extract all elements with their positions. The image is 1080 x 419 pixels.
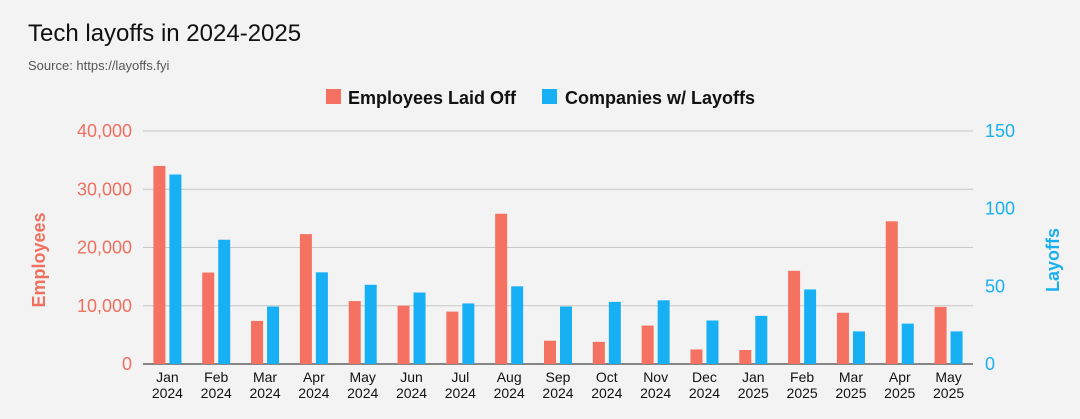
x-tick-label-month: Nov bbox=[643, 369, 668, 385]
bar-companies bbox=[901, 323, 914, 364]
x-tick-label-year: 2024 bbox=[542, 385, 573, 401]
right-tick-label: 0 bbox=[985, 354, 995, 374]
bar-companies bbox=[218, 239, 231, 364]
legend-label-companies: Companies w/ Layoffs bbox=[565, 88, 755, 108]
bars bbox=[153, 165, 963, 364]
x-tick-label-month: Dec bbox=[692, 369, 717, 385]
chart-subtitle: Source: https://layoffs.fyi bbox=[28, 58, 170, 73]
bar-companies bbox=[950, 331, 963, 364]
legend-swatch-companies bbox=[542, 89, 557, 104]
gridlines bbox=[143, 130, 973, 365]
bar-companies bbox=[706, 320, 719, 364]
right-axis: 0 50 100 150 bbox=[985, 121, 1015, 374]
chart-title: Tech layoffs in 2024-2025 bbox=[28, 20, 302, 47]
x-tick-label-year: 2025 bbox=[884, 385, 915, 401]
bar-companies bbox=[413, 292, 426, 364]
right-tick-label: 50 bbox=[985, 276, 1005, 296]
x-tick-label-month: Jun bbox=[400, 369, 423, 385]
bar-companies bbox=[560, 306, 572, 364]
right-tick-label: 100 bbox=[985, 199, 1015, 219]
x-tick-label-month: May bbox=[349, 369, 375, 385]
x-tick-label-month: Feb bbox=[204, 369, 228, 385]
left-tick-label: 0 bbox=[122, 354, 132, 374]
x-tick-label-year: 2025 bbox=[787, 385, 818, 401]
x-tick-label-year: 2024 bbox=[445, 385, 476, 401]
legend-label-employees: Employees Laid Off bbox=[348, 88, 517, 108]
x-tick-label-month: Jan bbox=[742, 369, 765, 385]
bar-employees bbox=[592, 341, 605, 364]
bar-companies bbox=[315, 272, 328, 364]
bar-companies bbox=[462, 303, 475, 364]
x-tick-label-year: 2024 bbox=[249, 385, 280, 401]
x-tick-label-year: 2024 bbox=[396, 385, 427, 401]
left-tick-label: 10,000 bbox=[77, 296, 132, 316]
x-tick-label-year: 2025 bbox=[738, 385, 769, 401]
bar-employees bbox=[934, 306, 947, 364]
bar-companies bbox=[755, 315, 768, 364]
x-axis: Jan2024Feb2024Mar2024Apr2024May2024Jun20… bbox=[152, 369, 965, 401]
x-tick-label-month: Mar bbox=[253, 369, 277, 385]
bar-employees bbox=[299, 234, 312, 364]
x-tick-label-month: Apr bbox=[303, 369, 325, 385]
left-tick-label: 20,000 bbox=[77, 238, 132, 258]
bar-employees bbox=[885, 221, 898, 364]
x-tick-label-month: Mar bbox=[839, 369, 863, 385]
x-tick-label-year: 2024 bbox=[689, 385, 720, 401]
bar-employees bbox=[495, 213, 508, 364]
bar-employees bbox=[788, 270, 801, 364]
bar-companies bbox=[852, 331, 865, 364]
x-tick-label-month: Jan bbox=[156, 369, 179, 385]
bar-employees bbox=[446, 311, 459, 364]
legend: Employees Laid Off Companies w/ Layoffs bbox=[326, 88, 755, 108]
left-tick-label: 40,000 bbox=[77, 121, 132, 141]
x-tick-label-month: Feb bbox=[790, 369, 814, 385]
left-axis-label: Employees bbox=[29, 212, 49, 307]
x-tick-label-month: May bbox=[935, 369, 961, 385]
bar-employees bbox=[544, 340, 556, 364]
bar-companies bbox=[657, 300, 670, 364]
bar-employees bbox=[690, 349, 703, 364]
x-tick-label-month: Apr bbox=[889, 369, 911, 385]
x-tick-label-year: 2024 bbox=[298, 385, 329, 401]
x-tick-label-year: 2024 bbox=[347, 385, 378, 401]
x-tick-label-year: 2024 bbox=[640, 385, 671, 401]
x-tick-label-month: Jul bbox=[451, 369, 469, 385]
bar-employees bbox=[397, 305, 410, 364]
x-tick-label-year: 2024 bbox=[201, 385, 232, 401]
x-tick-label-year: 2024 bbox=[494, 385, 525, 401]
x-tick-label-month: Sep bbox=[546, 369, 571, 385]
bar-employees bbox=[739, 350, 752, 364]
left-tick-label: 30,000 bbox=[77, 179, 132, 199]
right-axis-label: Layoffs bbox=[1043, 228, 1063, 292]
left-axis: 0 10,000 20,000 30,000 40,000 bbox=[77, 121, 132, 374]
legend-swatch-employees bbox=[326, 89, 341, 104]
bar-employees bbox=[251, 320, 264, 364]
right-tick-label: 150 bbox=[985, 121, 1015, 141]
x-tick-label-year: 2025 bbox=[933, 385, 964, 401]
bar-companies bbox=[267, 306, 280, 364]
bar-employees bbox=[348, 301, 361, 364]
bar-employees bbox=[202, 272, 215, 364]
bar-employees bbox=[641, 325, 654, 364]
x-tick-label-month: Oct bbox=[596, 369, 618, 385]
x-tick-label-year: 2024 bbox=[152, 385, 183, 401]
bar-employees bbox=[153, 165, 166, 364]
bar-companies bbox=[511, 286, 524, 364]
x-tick-label-year: 2025 bbox=[835, 385, 866, 401]
bar-companies bbox=[169, 174, 182, 364]
x-tick-label-year: 2024 bbox=[591, 385, 622, 401]
bar-employees bbox=[836, 312, 849, 364]
bar-companies bbox=[364, 284, 377, 364]
x-tick-label-month: Aug bbox=[497, 369, 522, 385]
bar-companies bbox=[804, 289, 817, 364]
bar-companies bbox=[608, 301, 621, 364]
